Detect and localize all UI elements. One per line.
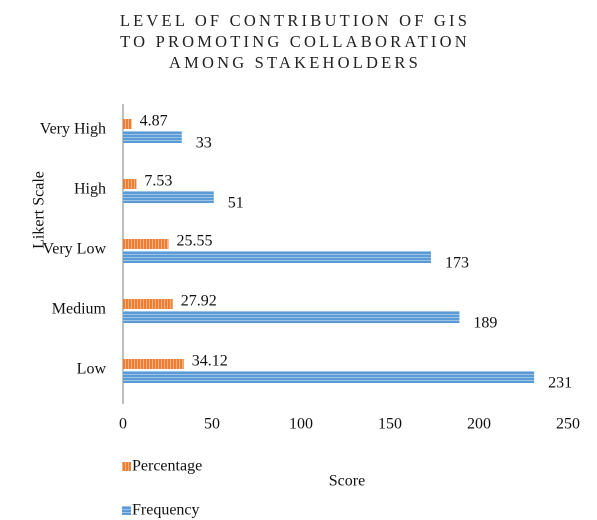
x-tick-label: 0 xyxy=(119,416,127,433)
y-tick-label: Very High xyxy=(40,121,106,138)
x-tick-label: 100 xyxy=(289,416,313,433)
legend-label: Percentage xyxy=(132,458,202,475)
bar xyxy=(123,191,214,203)
bar xyxy=(123,299,173,309)
y-tick-label: Medium xyxy=(52,301,107,318)
y-axis-title: Likert Scale xyxy=(31,171,48,249)
data-label: 4.87 xyxy=(140,113,168,130)
x-tick-label: 200 xyxy=(467,416,491,433)
legend-label: Frequency xyxy=(132,502,200,519)
y-tick-label: Low xyxy=(77,361,107,378)
data-label: 33 xyxy=(196,135,212,152)
x-tick-label: 250 xyxy=(556,416,580,433)
x-axis-title: Score xyxy=(329,473,365,490)
y-tick-label: High xyxy=(74,181,106,198)
chart-title: LEVEL OF CONTRIBUTION OF GIS TO PROMOTIN… xyxy=(119,11,471,72)
bar xyxy=(123,239,169,249)
y-tick-label: Very Low xyxy=(42,241,106,258)
legend-swatch xyxy=(122,462,131,471)
data-label: 189 xyxy=(473,315,497,332)
x-tick-label: 150 xyxy=(378,416,402,433)
data-label: 173 xyxy=(445,255,469,272)
x-tick-label: 50 xyxy=(204,416,220,433)
bar xyxy=(123,179,137,189)
data-label: 51 xyxy=(228,195,244,212)
data-label: 34.12 xyxy=(192,353,228,370)
bar xyxy=(123,371,535,383)
bar xyxy=(123,251,431,263)
data-label: 231 xyxy=(548,375,572,392)
bar xyxy=(123,359,184,369)
bar xyxy=(123,119,132,129)
data-label: 7.53 xyxy=(144,173,172,190)
data-label: 25.55 xyxy=(176,233,212,250)
legend-swatch xyxy=(122,506,131,515)
data-label: 27.92 xyxy=(181,293,217,310)
bar xyxy=(123,311,460,323)
bar xyxy=(123,131,182,143)
